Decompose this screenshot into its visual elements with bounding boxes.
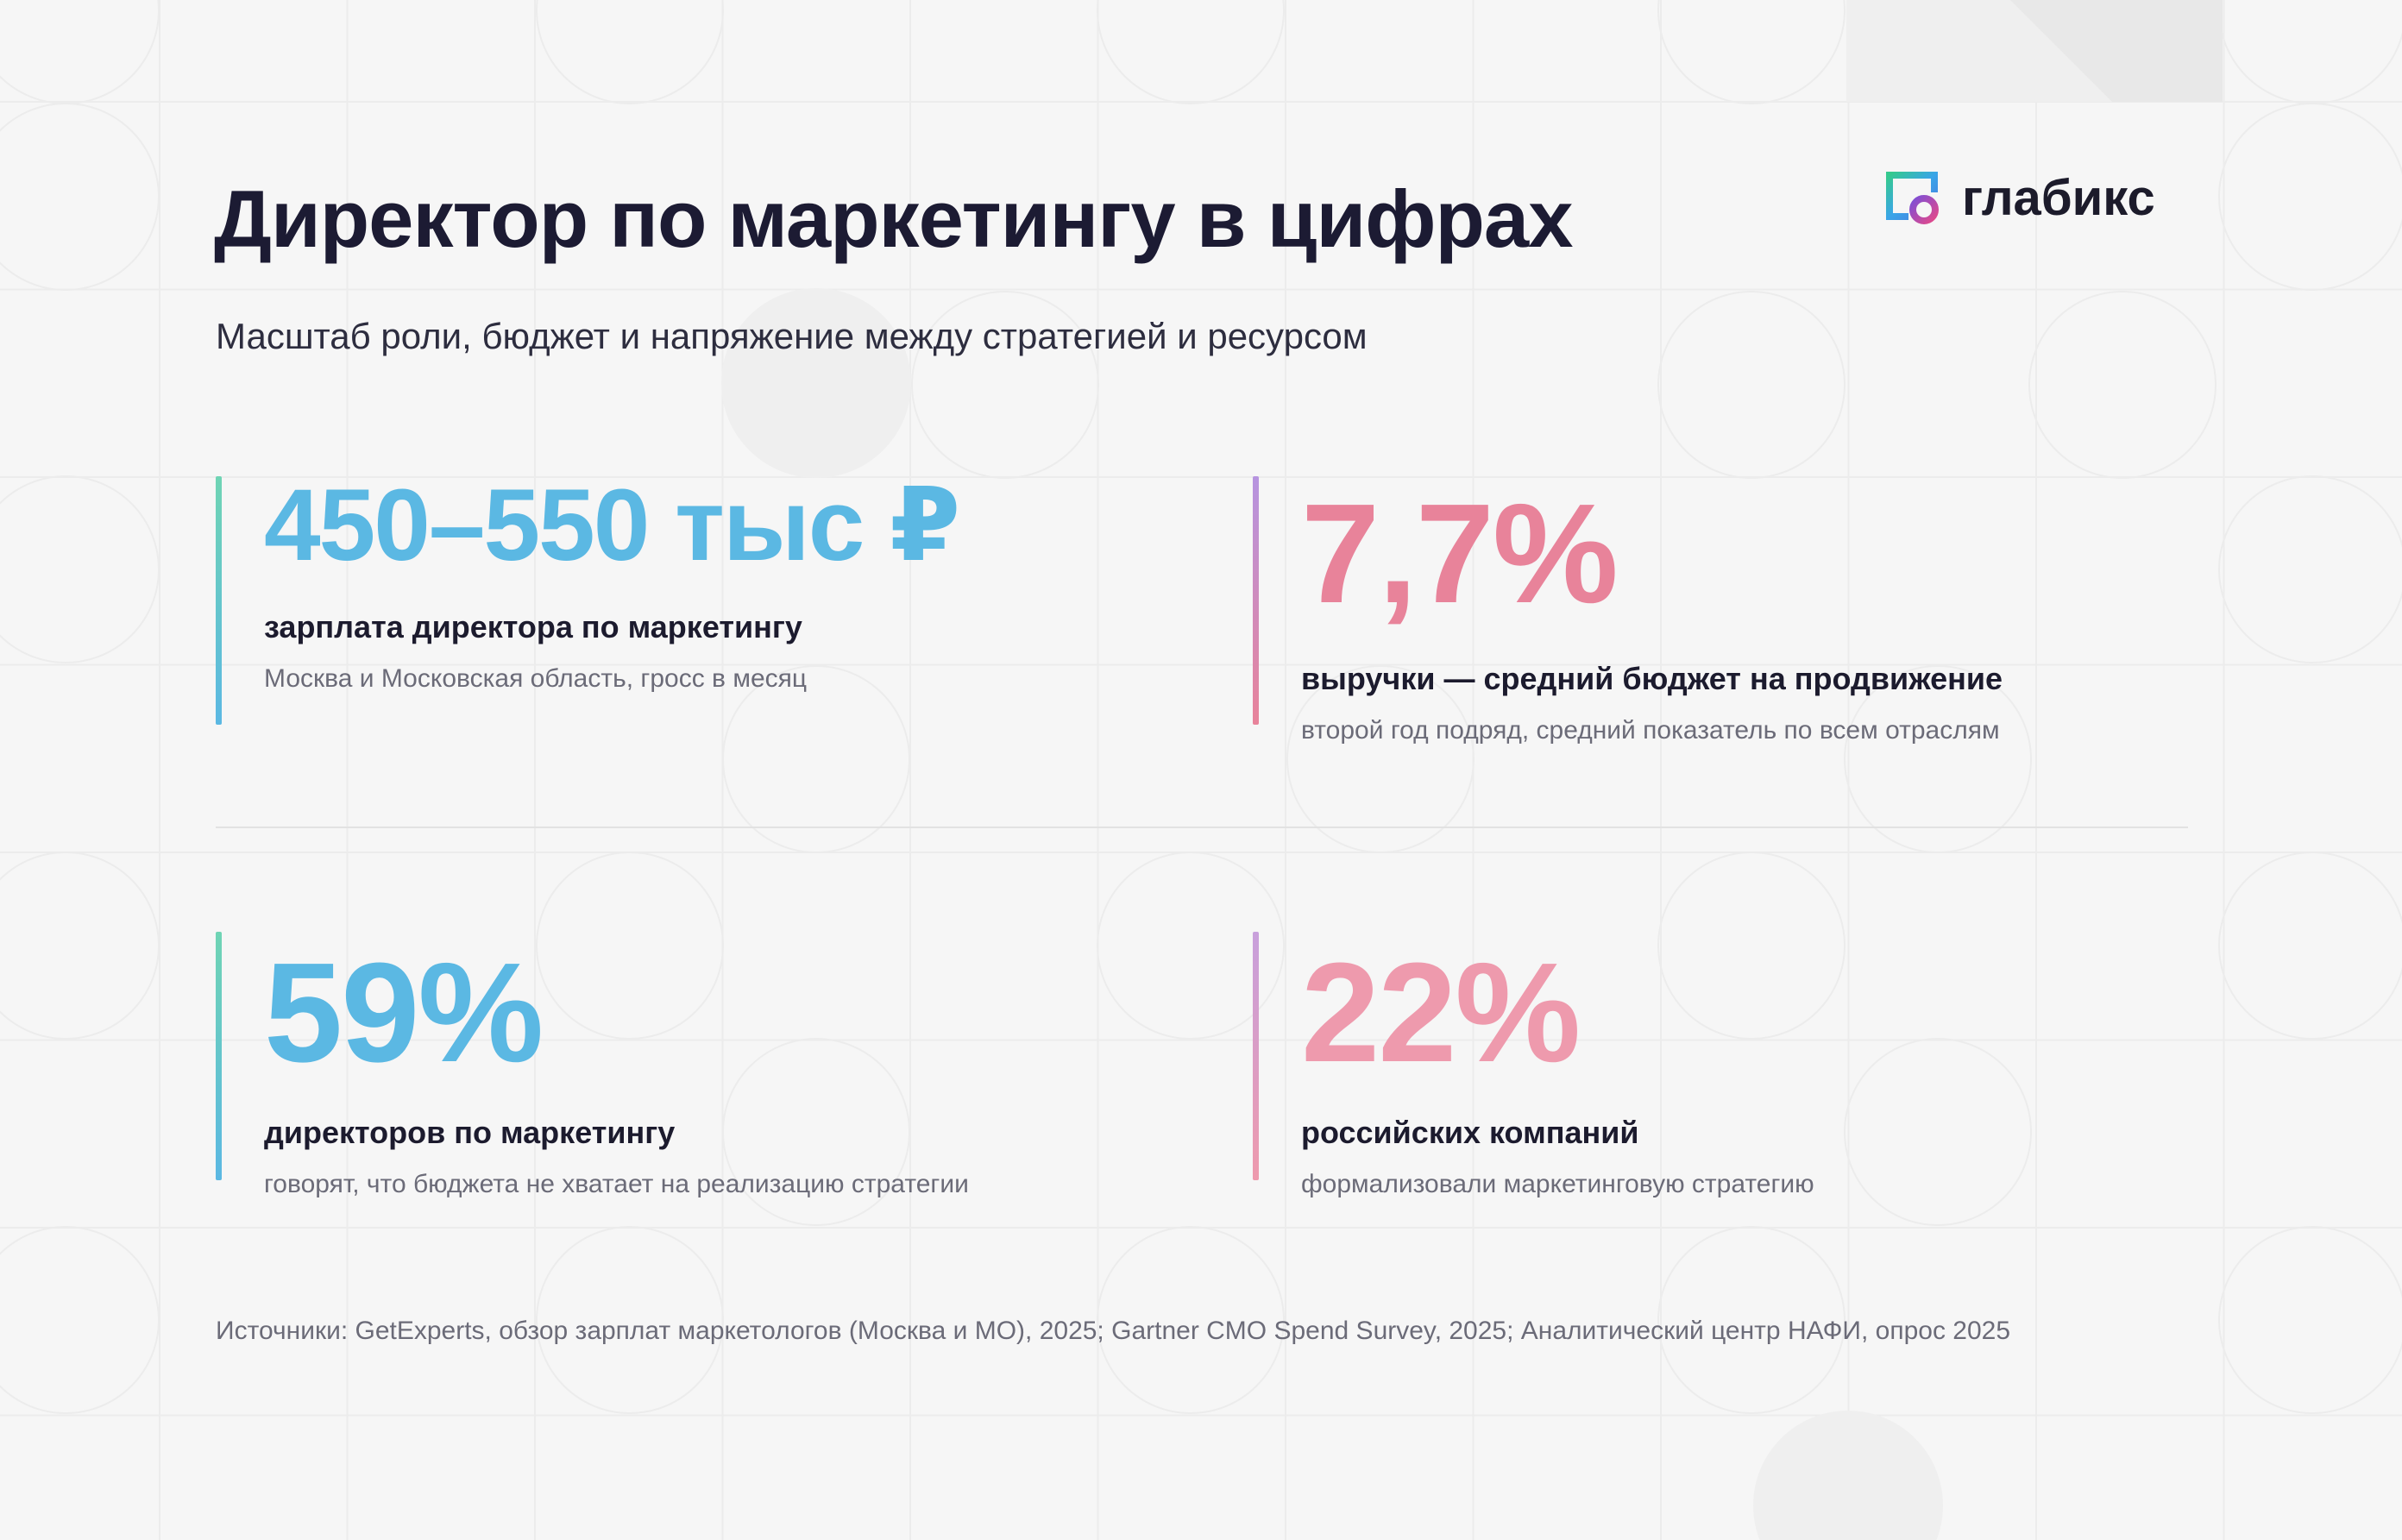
accent-bar bbox=[1253, 476, 1259, 725]
stat-value: 450–550 тыс ₽ bbox=[264, 468, 960, 582]
stat-label: директоров по маркетингу bbox=[264, 1115, 676, 1150]
stat-value: 7,7% bbox=[1301, 475, 1619, 632]
stat-salary: 450–550 тыс ₽ зарплата директора по марк… bbox=[216, 468, 960, 725]
stat-budget: 7,7% выручки — средний бюджет на продвиж… bbox=[1253, 475, 2003, 745]
stat-value: 59% bbox=[264, 933, 544, 1091]
stat-label: выручки — средний бюджет на продвижение bbox=[1301, 661, 2003, 696]
page-title: Директор по маркетингу в цифрах bbox=[214, 173, 1573, 264]
accent-bar bbox=[216, 476, 222, 725]
stat-note: формализовали маркетинговую стратегию bbox=[1301, 1170, 1814, 1198]
stat-note: Москва и Московская область, гросс в мес… bbox=[264, 664, 808, 693]
section-divider bbox=[216, 827, 2188, 828]
stat-label: российских компаний bbox=[1301, 1115, 1639, 1150]
stat-value: 22% bbox=[1301, 933, 1581, 1091]
accent-bar bbox=[216, 932, 222, 1180]
brand-logo: глабикс bbox=[1886, 169, 2155, 227]
stat-note: говорят, что бюджета не хватает на реали… bbox=[264, 1170, 969, 1198]
sources-footnote: Источники: GetExperts, обзор зарплат мар… bbox=[216, 1317, 2011, 1345]
stat-label: зарплата директора по маркетингу bbox=[264, 609, 802, 644]
stat-directors: 59% директоров по маркетингу говорят, чт… bbox=[216, 932, 969, 1198]
accent-bar bbox=[1253, 932, 1259, 1180]
stat-note: второй год подряд, средний показатель по… bbox=[1301, 716, 2000, 745]
stat-companies: 22% российских компаний формализовали ма… bbox=[1253, 932, 1814, 1198]
logo-text: глабикс bbox=[1962, 170, 2155, 226]
page-subtitle: Масштаб роли, бюджет и напряжение между … bbox=[216, 316, 1368, 356]
logo-mark-icon bbox=[1886, 171, 1939, 224]
